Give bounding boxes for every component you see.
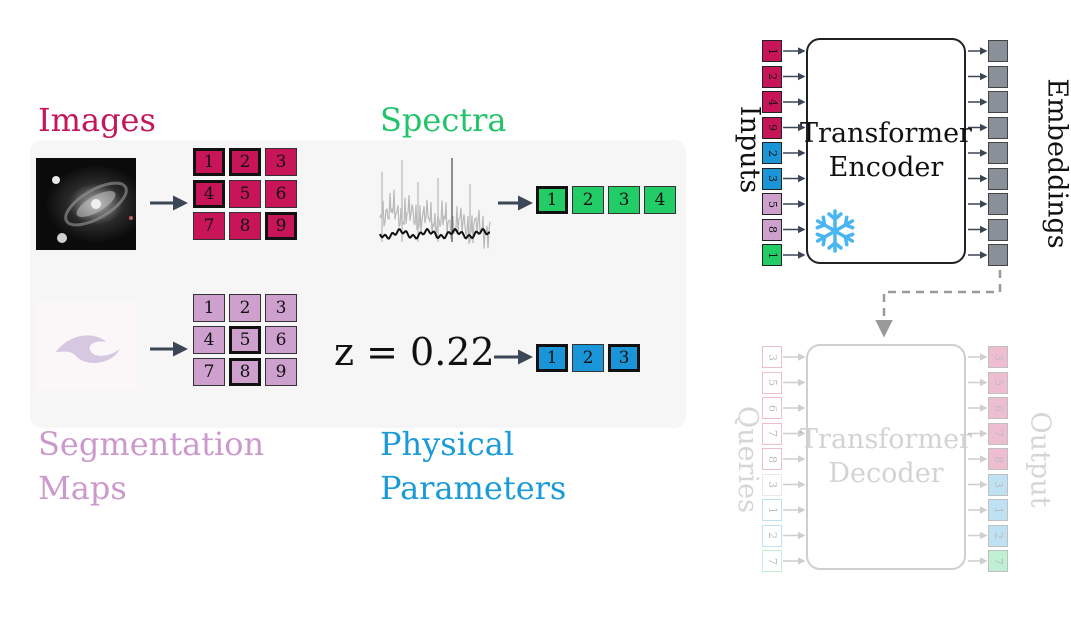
decoder-output-token-1: 3 bbox=[988, 346, 1008, 368]
encoder-title-line2: Encoder bbox=[828, 152, 944, 183]
decoder-query-token-8: 2 bbox=[762, 524, 782, 547]
encoder-input-token-7: 5 bbox=[762, 193, 782, 215]
segmentation-token-5: 5 bbox=[229, 326, 261, 354]
decoder-query-token-6: 3 bbox=[762, 473, 782, 496]
physical-token-1: 1 bbox=[536, 344, 568, 372]
embedding-token-7 bbox=[988, 193, 1008, 215]
physical-label-line1: Physical bbox=[380, 425, 515, 463]
spectra-token-3: 3 bbox=[608, 186, 640, 214]
segmentation-token-6: 6 bbox=[265, 326, 297, 354]
decoder-query-token-9: 7 bbox=[762, 550, 782, 572]
encoder-title-line1: Transformer bbox=[800, 118, 972, 149]
segmentation-token-1: 1 bbox=[193, 294, 225, 322]
embedding-token-1 bbox=[988, 40, 1008, 62]
segmentation-label-line1: Segmentation bbox=[38, 425, 265, 463]
segmentation-label-line2: Maps bbox=[38, 469, 127, 507]
decoder-output-token-5: 8 bbox=[988, 448, 1008, 470]
decoder-query-token-1: 3 bbox=[762, 346, 782, 368]
spectra-token-1: 1 bbox=[536, 186, 568, 214]
encoder-input-token-9: 1 bbox=[762, 244, 782, 266]
embedding-token-2 bbox=[988, 65, 1008, 88]
physical-token-3: 3 bbox=[608, 344, 640, 372]
encoder-input-token-8: 8 bbox=[762, 218, 782, 241]
encoder-input-token-6: 3 bbox=[762, 167, 782, 190]
decoder-query-token-4: 7 bbox=[762, 422, 782, 445]
encoder-input-token-1: 1 bbox=[762, 40, 782, 62]
segmentation-token-8: 8 bbox=[229, 358, 261, 386]
redshift-expression: z = 0.22 bbox=[334, 330, 495, 374]
segmentation-map-image bbox=[36, 302, 136, 390]
decoder-output-token-2: 5 bbox=[988, 371, 1008, 394]
decoder-title-line1: Transformer bbox=[800, 424, 972, 455]
image-token-5: 5 bbox=[229, 180, 261, 208]
spectra-token-4: 4 bbox=[644, 186, 676, 214]
decoder-query-token-3: 6 bbox=[762, 397, 782, 419]
decoder-output-token-7: 1 bbox=[988, 499, 1008, 521]
spectra-token-2: 2 bbox=[572, 186, 604, 214]
image-token-9: 9 bbox=[265, 212, 297, 240]
spectrum-plot bbox=[379, 152, 492, 258]
segmentation-token-2: 2 bbox=[229, 294, 261, 322]
embedding-token-9 bbox=[988, 244, 1008, 266]
image-token-4: 4 bbox=[193, 180, 225, 208]
embedding-token-8 bbox=[988, 218, 1008, 241]
decoder-output-token-8: 2 bbox=[988, 524, 1008, 547]
physical-label-line2: Parameters bbox=[380, 469, 567, 507]
image-token-7: 7 bbox=[193, 212, 225, 240]
segmentation-token-4: 4 bbox=[193, 326, 225, 354]
embedding-token-5 bbox=[988, 142, 1008, 164]
image-token-1: 1 bbox=[193, 148, 225, 176]
segmentation-token-3: 3 bbox=[265, 294, 297, 322]
decoder-output-token-9: 7 bbox=[988, 550, 1008, 572]
embedding-token-6 bbox=[988, 167, 1008, 190]
encoder-input-token-2: 2 bbox=[762, 65, 782, 88]
decoder-title-line2: Decoder bbox=[828, 458, 944, 489]
image-token-6: 6 bbox=[265, 180, 297, 208]
images-label: Images bbox=[38, 101, 156, 139]
segmentation-token-9: 9 bbox=[265, 358, 297, 386]
physical-token-2: 2 bbox=[572, 344, 604, 372]
spectra-label: Spectra bbox=[380, 101, 507, 139]
transformer-decoder-box: Transformer Decoder bbox=[800, 344, 972, 570]
encoder-input-token-5: 2 bbox=[762, 142, 782, 164]
image-token-2: 2 bbox=[229, 148, 261, 176]
decoder-query-token-2: 5 bbox=[762, 371, 782, 394]
decoder-output-token-3: 6 bbox=[988, 397, 1008, 419]
segmentation-token-7: 7 bbox=[193, 358, 225, 386]
embedding-to-decoder-arrow bbox=[875, 270, 1002, 338]
transformer-encoder-box: Transformer Encoder bbox=[800, 38, 972, 264]
decoder-query-token-5: 8 bbox=[762, 448, 782, 470]
embedding-token-3 bbox=[988, 91, 1008, 113]
snowflake-icon bbox=[812, 208, 858, 254]
encoder-input-token-4: 9 bbox=[762, 116, 782, 139]
decoder-output-token-4: 7 bbox=[988, 422, 1008, 445]
embedding-token-4 bbox=[988, 116, 1008, 139]
decoder-query-token-7: 1 bbox=[762, 499, 782, 521]
encoder-input-token-3: 4 bbox=[762, 91, 782, 113]
decoder-output-token-6: 3 bbox=[988, 473, 1008, 496]
image-token-3: 3 bbox=[265, 148, 297, 176]
galaxy-image bbox=[36, 158, 136, 250]
image-token-8: 8 bbox=[229, 212, 261, 240]
